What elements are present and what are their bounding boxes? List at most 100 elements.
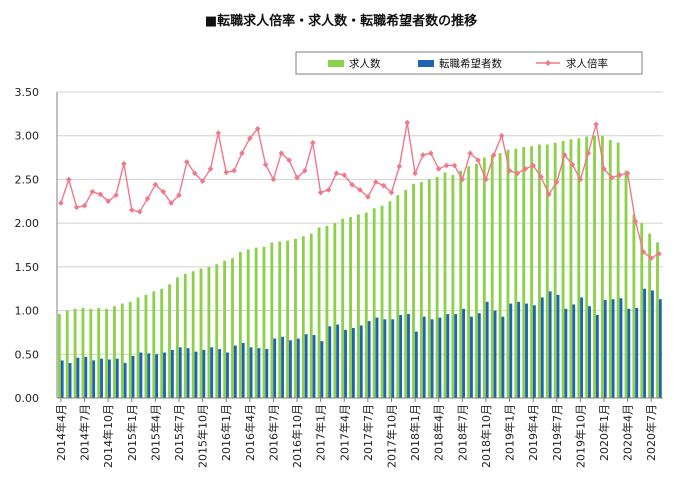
x-tick-label: 2020年1月 bbox=[597, 404, 611, 461]
point-求人倍率 bbox=[372, 179, 379, 185]
point-求人倍率 bbox=[435, 166, 442, 172]
bar-求人数 bbox=[514, 148, 518, 398]
bar-求人数 bbox=[238, 251, 242, 398]
bar-求人数 bbox=[168, 284, 171, 398]
x-tick-label: 2019年7月 bbox=[550, 404, 564, 461]
point-求人倍率 bbox=[223, 169, 230, 176]
point-求人倍率 bbox=[262, 161, 269, 168]
bar-転職希望者数 bbox=[359, 325, 363, 398]
bar-転職希望者数 bbox=[517, 301, 521, 398]
y-tick-label: 3.00 bbox=[15, 130, 40, 143]
bar-転職希望者数 bbox=[611, 299, 615, 398]
point-求人倍率 bbox=[341, 172, 348, 178]
legend-swatch-転職希望者数 bbox=[418, 60, 434, 67]
bar-求人数 bbox=[144, 294, 148, 398]
point-求人倍率 bbox=[97, 191, 104, 198]
point-求人倍率 bbox=[73, 204, 80, 211]
bar-転職希望者数 bbox=[344, 329, 347, 398]
bar-転職希望者数 bbox=[399, 314, 403, 398]
bar-転職希望者数 bbox=[603, 300, 607, 398]
bar-転職希望者数 bbox=[320, 341, 324, 398]
point-求人倍率 bbox=[207, 166, 214, 172]
point-求人倍率 bbox=[475, 157, 481, 163]
x-tick-label: 2015年10月 bbox=[196, 404, 210, 468]
bar-求人数 bbox=[482, 157, 486, 398]
bar-求人数 bbox=[254, 247, 258, 398]
y-tick-label: 2.50 bbox=[15, 173, 40, 186]
point-求人倍率 bbox=[278, 150, 285, 156]
bar-求人数 bbox=[309, 233, 313, 398]
point-求人倍率 bbox=[247, 135, 253, 142]
x-tick-label: 2017年1月 bbox=[314, 404, 328, 461]
y-tick-label: 1.50 bbox=[15, 261, 40, 274]
point-求人倍率 bbox=[443, 162, 450, 169]
bar-転職希望者数 bbox=[548, 291, 552, 398]
bar-求人数 bbox=[585, 136, 589, 399]
bar-求人数 bbox=[648, 233, 652, 398]
x-tick-label: 2019年10月 bbox=[573, 404, 587, 468]
bar-求人数 bbox=[73, 308, 77, 398]
bar-求人数 bbox=[294, 238, 297, 398]
point-求人倍率 bbox=[380, 182, 387, 189]
x-tick-label: 2018年1月 bbox=[408, 404, 422, 461]
point-求人倍率 bbox=[349, 181, 355, 188]
point-求人倍率 bbox=[270, 176, 277, 183]
bar-転職希望者数 bbox=[76, 357, 80, 398]
bar-転職希望者数 bbox=[509, 303, 513, 398]
bar-転職希望者数 bbox=[296, 338, 300, 398]
x-tick-label: 2017年7月 bbox=[361, 404, 375, 461]
bar-転職希望者数 bbox=[289, 340, 292, 398]
bar-転職希望者数 bbox=[257, 348, 261, 398]
point-求人倍率 bbox=[546, 191, 552, 198]
bar-求人数 bbox=[561, 140, 565, 398]
bar-求人数 bbox=[325, 225, 329, 398]
bar-転職希望者数 bbox=[383, 319, 387, 398]
bar-求人数 bbox=[443, 172, 447, 398]
point-求人倍率 bbox=[168, 200, 174, 206]
y-tick-label: 0.00 bbox=[15, 392, 40, 405]
bar-転職希望者数 bbox=[100, 358, 103, 398]
bar-転職希望者数 bbox=[155, 354, 159, 398]
bar-求人数 bbox=[506, 149, 510, 398]
bar-転職希望者数 bbox=[312, 335, 316, 398]
bar-転職希望者数 bbox=[92, 360, 96, 398]
bar-求人数 bbox=[207, 266, 211, 398]
bars bbox=[57, 135, 662, 399]
bar-転職希望者数 bbox=[477, 313, 481, 398]
bar-求人数 bbox=[341, 218, 345, 398]
point-求人倍率 bbox=[561, 152, 568, 158]
point-求人倍率 bbox=[58, 200, 64, 206]
bar-転職希望者数 bbox=[273, 338, 277, 398]
point-求人倍率 bbox=[365, 194, 371, 200]
bar-転職希望者数 bbox=[564, 308, 568, 398]
bar-転職希望者数 bbox=[485, 301, 489, 398]
point-求人倍率 bbox=[585, 150, 592, 156]
bar-転職希望者数 bbox=[595, 314, 599, 398]
bar-求人数 bbox=[640, 223, 644, 398]
bar-転職希望者数 bbox=[580, 297, 584, 398]
legend-swatch-求人数 bbox=[328, 60, 344, 67]
bar-求人数 bbox=[404, 189, 408, 398]
point-求人倍率 bbox=[609, 174, 615, 181]
bar-転職希望者数 bbox=[367, 321, 371, 398]
point-求人倍率 bbox=[459, 176, 466, 183]
bar-転職希望者数 bbox=[131, 356, 135, 398]
point-求人倍率 bbox=[160, 188, 167, 195]
bar-求人数 bbox=[113, 306, 116, 398]
bar-転職希望者数 bbox=[525, 303, 528, 398]
bar-転職希望者数 bbox=[68, 363, 72, 398]
bar-転職希望者数 bbox=[281, 336, 284, 398]
bar-求人数 bbox=[183, 273, 187, 398]
point-求人倍率 bbox=[396, 163, 403, 170]
bar-求人数 bbox=[530, 146, 533, 398]
bar-求人数 bbox=[349, 217, 352, 398]
point-求人倍率 bbox=[404, 119, 411, 126]
x-tick-label: 2019年1月 bbox=[503, 404, 517, 461]
point-求人倍率 bbox=[616, 172, 623, 178]
point-求人倍率 bbox=[333, 170, 340, 177]
bar-求人数 bbox=[160, 288, 164, 398]
point-求人倍率 bbox=[640, 249, 647, 255]
point-求人倍率 bbox=[121, 160, 127, 167]
bar-求人数 bbox=[380, 205, 384, 398]
bar-転職希望者数 bbox=[643, 288, 647, 398]
